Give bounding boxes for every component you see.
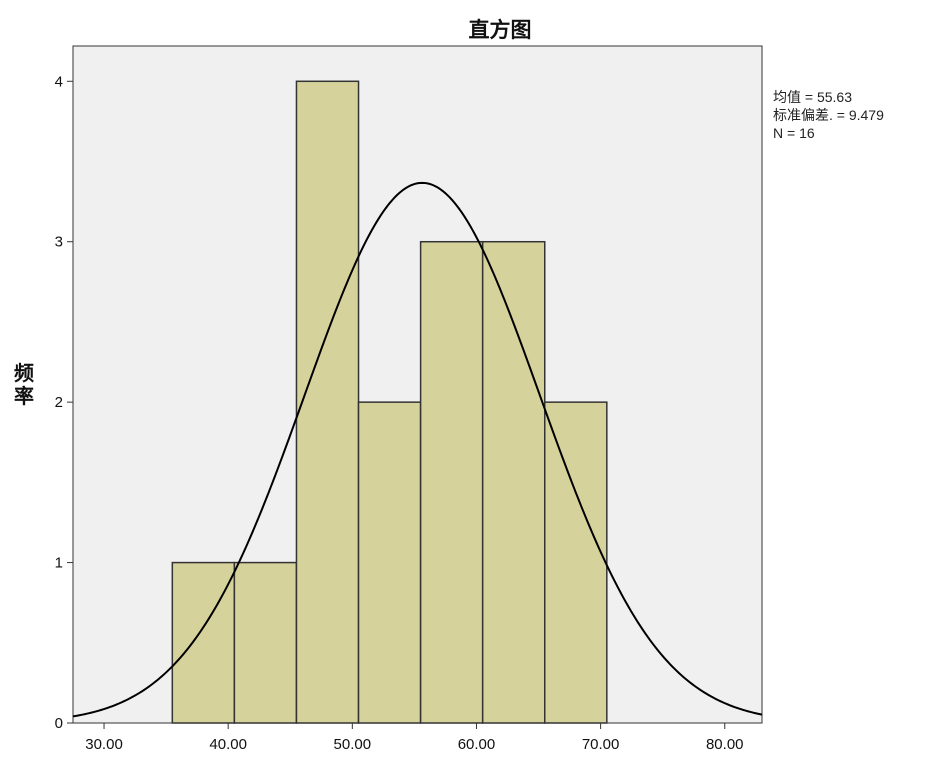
- histogram-bar-0: [171, 561, 236, 724]
- stats-std: 标准偏差. = 9.479: [773, 107, 884, 123]
- y-tick-label-2: 2: [55, 394, 63, 411]
- y-axis: 0 1 2 3 4: [55, 73, 73, 732]
- histogram-bar-2: [295, 80, 360, 724]
- histogram-bar-4: [419, 240, 484, 724]
- x-tick-label-1: 40.00: [209, 736, 247, 753]
- stats-mean: 均值 = 55.63: [773, 89, 852, 105]
- histogram-bar-1: [233, 561, 298, 724]
- bars-group: [171, 80, 608, 724]
- y-tick-label-4: 4: [55, 73, 63, 90]
- y-axis-label: 频率: [14, 361, 34, 408]
- x-tick-label-5: 80.00: [706, 736, 744, 753]
- x-axis: 30.00 40.00 50.00 60.00 70.00 80.00: [85, 723, 744, 753]
- histogram-bar-3: [357, 401, 422, 724]
- y-tick-label-1: 1: [55, 555, 63, 572]
- normal-curve: [72, 181, 763, 718]
- x-tick-label-3: 60.00: [458, 736, 496, 753]
- histogram-bar-6: [543, 401, 608, 724]
- y-tick-label-0: 0: [55, 715, 63, 732]
- x-tick-label-4: 70.00: [582, 736, 620, 753]
- stats-n: N = 16: [773, 125, 815, 141]
- histogram-bar-5: [481, 240, 546, 724]
- y-tick-label-3: 3: [55, 234, 63, 251]
- chart-title: 直方图: [469, 17, 532, 42]
- y-axis-label-char-1: 率: [14, 384, 34, 408]
- x-tick-label-0: 30.00: [85, 736, 123, 753]
- stats-box: 均值 = 55.63 标准偏差. = 9.479 N = 16: [773, 89, 884, 141]
- y-axis-label-char-0: 频: [14, 361, 34, 385]
- x-tick-label-2: 50.00: [334, 736, 372, 753]
